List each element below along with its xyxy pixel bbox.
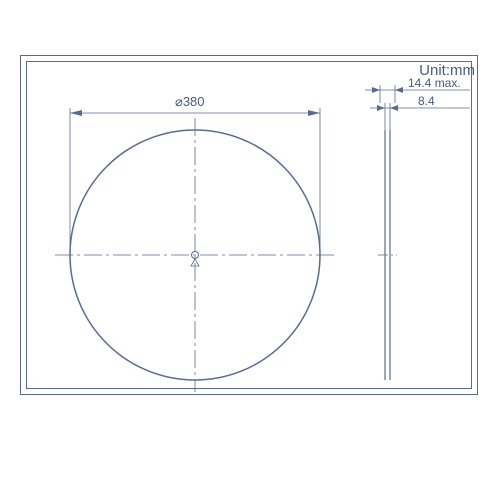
arrow-14-right-icon — [395, 87, 403, 93]
arrow-left-icon — [70, 110, 82, 116]
thickness-label: 8.4 — [418, 94, 435, 108]
arrow-14-left-icon — [372, 87, 380, 93]
arrow-8-left-icon — [377, 105, 385, 111]
arrow-8-right-icon — [390, 105, 398, 111]
technical-drawing — [0, 0, 500, 500]
thickness-max-label: 14.4 max. — [408, 76, 461, 90]
diameter-label: ⌀380 — [175, 94, 205, 110]
arrow-right-icon — [308, 110, 320, 116]
